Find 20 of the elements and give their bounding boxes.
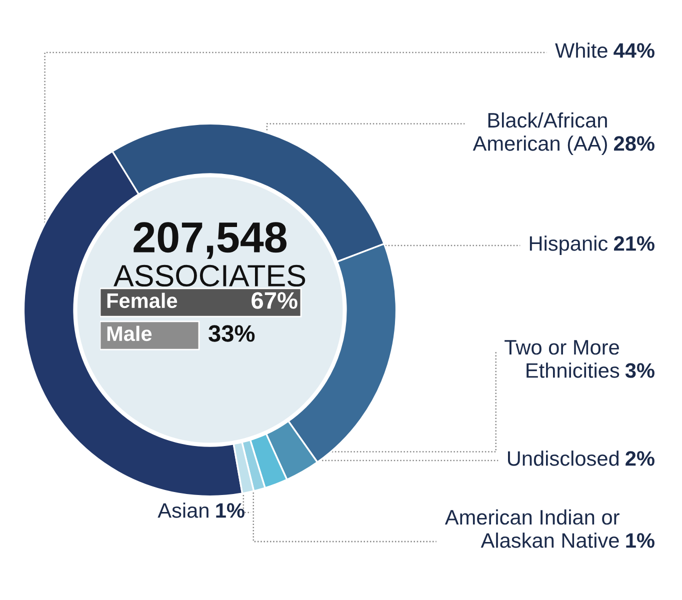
slice-label: Black/African American (AA) xyxy=(472,112,607,155)
data-label: 21% xyxy=(614,236,654,251)
slice-label: American Indian or Alaskan Native xyxy=(444,509,620,548)
y-tick-label: Female xyxy=(107,292,178,308)
data-label: 28% xyxy=(614,136,654,151)
data-label: 2% xyxy=(626,451,654,466)
slice-label: Asian xyxy=(158,502,208,518)
slice-label: White xyxy=(555,42,608,58)
slice-label: Hispanic xyxy=(530,236,608,255)
slice-label: Two or More Ethnicities xyxy=(504,340,620,378)
slice-label: Undisclosed xyxy=(508,450,619,466)
data-label: 33% xyxy=(208,325,255,342)
data-label: 44% xyxy=(614,43,654,58)
annotation: ASSOCIATES xyxy=(114,264,306,287)
data-label: 1% xyxy=(626,533,654,548)
data-label: 3% xyxy=(625,363,654,378)
data-label: 67% xyxy=(252,292,298,309)
y-tick-label: Male xyxy=(107,326,152,342)
text: 207,548 xyxy=(134,222,287,259)
data-label: 1% xyxy=(216,503,244,518)
